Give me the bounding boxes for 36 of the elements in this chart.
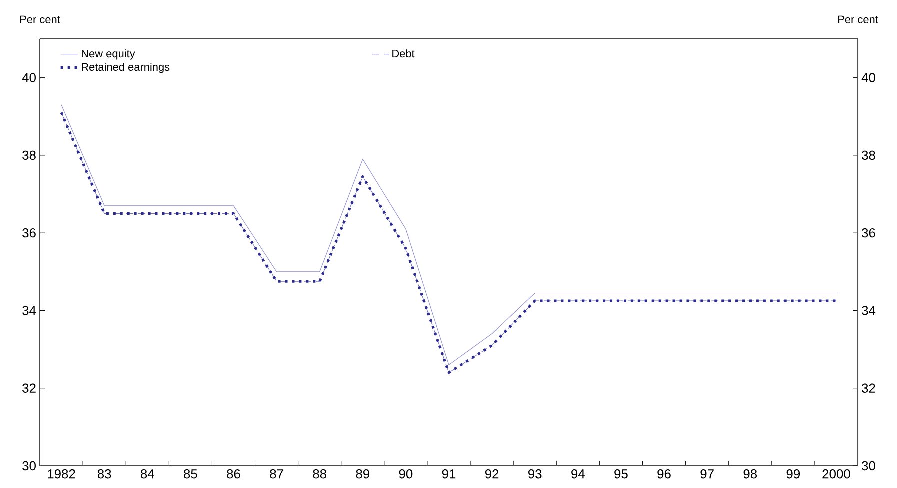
x-tick-label: 1982: [48, 470, 76, 479]
x-tick-label: 87: [270, 470, 284, 479]
y-tick-label: 32: [22, 384, 36, 393]
y2-tick-label: 36: [862, 228, 876, 238]
x-tick-label: 97: [700, 470, 714, 479]
x-tick-label: 84: [140, 470, 154, 479]
x-tick-label: 90: [399, 470, 413, 479]
x-tick-label: 93: [528, 470, 542, 479]
x-tick-label: 94: [572, 470, 585, 479]
x-tick-label: 98: [744, 470, 758, 479]
x-tick-label: 88: [313, 470, 326, 479]
x-tick-label: 85: [184, 470, 198, 479]
x-tick-label: 83: [98, 470, 112, 479]
x-tick-label: 99: [786, 470, 800, 479]
y-tick-label: 36: [22, 228, 36, 238]
y2-tick-label: 30: [862, 461, 876, 471]
y2-axis-title: Per cent: [838, 16, 878, 24]
legend-label: Debt: [392, 50, 415, 58]
x-tick-label: 89: [356, 470, 370, 479]
y-tick-label: 38: [22, 150, 36, 160]
x-tick-label: 96: [658, 470, 671, 479]
y2-tick-label: 38: [862, 150, 876, 160]
x-tick-label: 91: [442, 470, 456, 479]
x-tick-label: 86: [227, 470, 240, 479]
legend-label: Retained earnings: [82, 63, 170, 74]
y-tick-label: 30: [22, 461, 36, 471]
x-tick-label: 2000: [822, 470, 850, 479]
y2-tick-label: 34: [862, 306, 876, 316]
y-tick-label: 34: [22, 306, 36, 316]
y-tick-label: 40: [22, 73, 36, 82]
legend-label: New equity: [82, 50, 136, 60]
x-tick-label: 92: [485, 470, 499, 479]
y2-tick-label: 32: [862, 384, 876, 393]
x-tick-label: 95: [614, 470, 628, 479]
y-axis-title: Per cent: [20, 16, 60, 24]
y2-tick-label: 40: [862, 73, 876, 82]
